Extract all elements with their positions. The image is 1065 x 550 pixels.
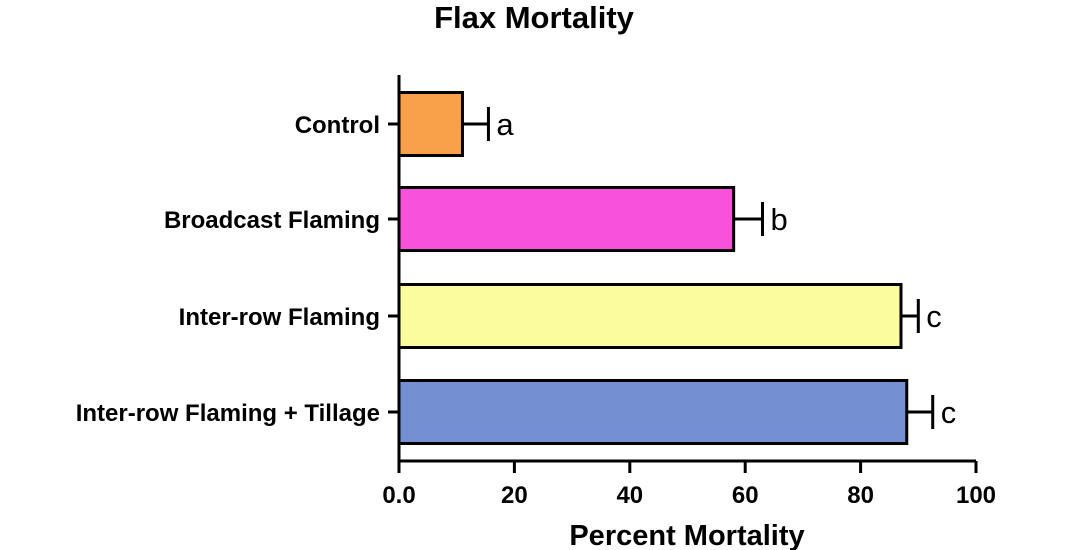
bar — [397, 379, 909, 445]
x-tick-label: 60 — [732, 482, 759, 509]
x-tick-label: 100 — [956, 482, 996, 509]
x-ticks-layer: 0.0 20 40 60 80 100 — [382, 461, 996, 509]
x-tick-label: 80 — [847, 482, 874, 509]
category-label: Inter-row Flaming — [179, 304, 380, 331]
significance-letter: a — [496, 107, 514, 142]
significance-letter: c — [926, 299, 942, 334]
category-labels-layer: Control Broadcast Flaming Inter-row Flamin… — [76, 112, 399, 427]
chart-title: Flax Mortality — [434, 0, 635, 35]
bars-layer: a b c c — [397, 91, 957, 445]
category-label: Broadcast Flaming — [164, 207, 380, 234]
x-axis-label: Percent Mortality — [569, 520, 804, 550]
category-label: Inter-row Flaming + Tillage — [76, 400, 380, 427]
bar — [397, 186, 736, 252]
bar — [397, 283, 903, 349]
x-tick-label: 40 — [616, 482, 643, 509]
x-tick-label: 0.0 — [382, 482, 415, 509]
category-label: Control — [295, 112, 380, 139]
bar — [397, 91, 464, 157]
significance-letter: c — [941, 395, 957, 430]
x-tick-label: 20 — [501, 482, 528, 509]
significance-letter: b — [771, 202, 788, 237]
